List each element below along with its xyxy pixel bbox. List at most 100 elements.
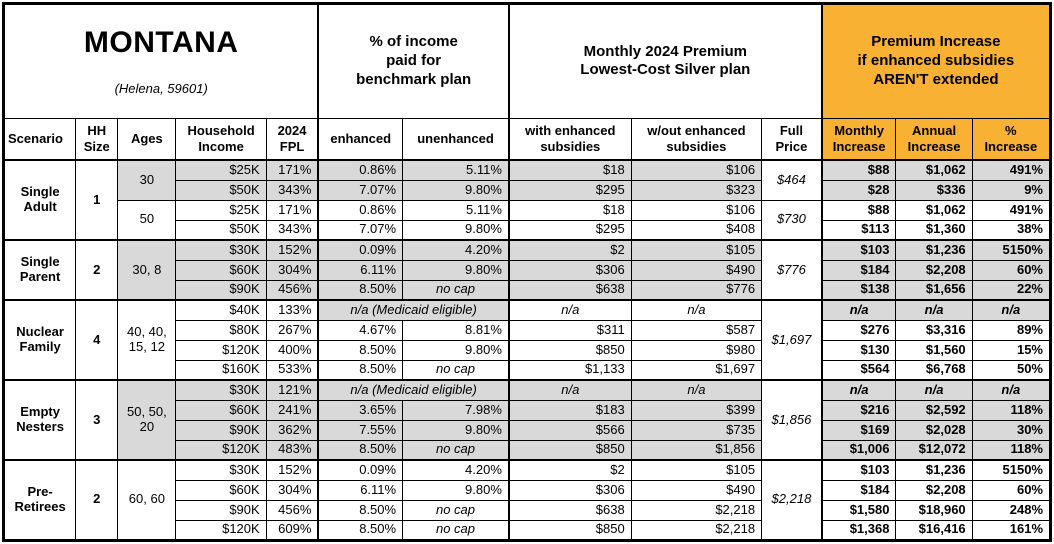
income-cell: $80K bbox=[175, 319, 267, 341]
data-row: $90K 362% 7.55% 9.80% $566 $735 $169 $2,028 30% bbox=[4, 419, 1052, 441]
scenario-cell: Pre-Retirees bbox=[2, 459, 77, 541]
enhanced-cell: 8.50% bbox=[317, 499, 404, 521]
without-subsidies-cell: $735 bbox=[630, 419, 763, 441]
hh-size-cell: 2 bbox=[75, 239, 119, 301]
with-subsidies-cell: $18 bbox=[507, 159, 632, 181]
column-header-row: Scenario HH Size Ages Household Income 2… bbox=[2, 117, 1052, 161]
scenario-cell: Single Parent bbox=[2, 239, 77, 301]
fpl-cell: 609% bbox=[265, 519, 319, 541]
without-subsidies-cell: $106 bbox=[630, 159, 763, 181]
enhanced-cell: 8.50% bbox=[317, 359, 404, 381]
monthly-increase-cell: $1,006 bbox=[820, 439, 897, 461]
monthly-increase-cell: $130 bbox=[820, 339, 897, 361]
income-cell: $90K bbox=[175, 279, 267, 301]
full-price-cell: $1,856 bbox=[761, 379, 823, 461]
annual-increase-cell: $2,208 bbox=[895, 259, 973, 281]
col-header-with-subsidies: with enhanced subsidies bbox=[507, 117, 632, 161]
fpl-cell: 533% bbox=[265, 359, 319, 381]
unenhanced-cell: 5.11% bbox=[402, 199, 510, 221]
monthly-increase-cell: $103 bbox=[820, 239, 897, 261]
unenhanced-cell: 4.20% bbox=[402, 459, 510, 481]
monthly-increase-cell: $276 bbox=[820, 319, 897, 341]
fpl-cell: 483% bbox=[265, 439, 319, 461]
without-subsidies-cell: n/a bbox=[630, 379, 763, 401]
monthly-increase-cell: $113 bbox=[820, 219, 897, 241]
enhanced-cell: 8.50% bbox=[317, 519, 404, 541]
without-subsidies-cell: $1,697 bbox=[630, 359, 763, 381]
data-row: $160K 533% 8.50% no cap $1,133 $1,697 $564 $6,7… bbox=[4, 359, 1052, 381]
enhanced-cell: 6.11% bbox=[317, 259, 404, 281]
unenhanced-cell: 9.80% bbox=[402, 419, 510, 441]
ages-cell: 60, 60 bbox=[117, 459, 177, 541]
with-subsidies-cell: $1,133 bbox=[507, 359, 632, 381]
table-body: Single Adult 1 30 $25K 171% 0.86% 5.11% $18 $106… bbox=[2, 159, 1052, 541]
pct-increase-cell: 248% bbox=[971, 499, 1052, 521]
ages-cell: 40, 40, 15, 12 bbox=[117, 299, 177, 381]
ages-cell: 50, 50, 20 bbox=[117, 379, 177, 461]
pct-increase-cell: 15% bbox=[971, 339, 1052, 361]
full-price-cell: $776 bbox=[761, 239, 823, 301]
income-cell: $25K bbox=[175, 199, 267, 221]
without-subsidies-cell: $490 bbox=[630, 479, 763, 501]
enhanced-cell: 7.07% bbox=[317, 179, 404, 201]
fpl-cell: 456% bbox=[265, 279, 319, 301]
monthly-increase-cell: $216 bbox=[820, 399, 897, 421]
monthly-increase-cell: $88 bbox=[820, 159, 897, 181]
without-subsidies-cell: $408 bbox=[630, 219, 763, 241]
data-row: Nuclear Family 4 40, 40, 15, 12 $40K 133% n/a… bbox=[2, 299, 1052, 381]
full-price-cell: $730 bbox=[761, 199, 823, 241]
enhanced-cell: 0.09% bbox=[317, 459, 404, 481]
pct-increase-cell: 50% bbox=[971, 359, 1052, 381]
without-subsidies-cell: $105 bbox=[630, 459, 763, 481]
monthly-increase-cell: $169 bbox=[820, 419, 897, 441]
monthly-increase-cell: $1,580 bbox=[820, 499, 897, 521]
annual-increase-cell: $3,316 bbox=[895, 319, 973, 341]
col-header-monthly-increase: Monthly Increase bbox=[820, 117, 897, 161]
with-subsidies-cell: $2 bbox=[507, 239, 632, 261]
col-header-unenhanced: unenhanced bbox=[402, 117, 510, 161]
with-subsidies-cell: $306 bbox=[507, 479, 632, 501]
pct-increase-cell: 9% bbox=[971, 179, 1052, 201]
unenhanced-cell: 9.80% bbox=[402, 179, 510, 201]
pct-increase-cell: n/a bbox=[971, 379, 1052, 401]
pct-increase-cell: 118% bbox=[971, 439, 1052, 461]
section-header-income-share: % of income paid for benchmark plan bbox=[317, 3, 510, 119]
unenhanced-cell: no cap bbox=[402, 499, 510, 521]
with-subsidies-cell: n/a bbox=[507, 379, 632, 401]
annual-increase-cell: $16,416 bbox=[895, 519, 973, 541]
enhanced-cell: 7.07% bbox=[317, 219, 404, 241]
section-header-row: MONTANA (Helena, 59601) % of income paid… bbox=[3, 3, 1051, 119]
without-subsidies-cell: $2,218 bbox=[630, 519, 763, 541]
with-subsidies-cell: $18 bbox=[507, 199, 632, 221]
enhanced-cell: 6.11% bbox=[317, 479, 404, 501]
enhanced-cell: 3.65% bbox=[317, 399, 404, 421]
pct-increase-cell: n/a bbox=[971, 299, 1052, 321]
fpl-cell: 152% bbox=[265, 239, 319, 261]
annual-increase-cell: $1,062 bbox=[895, 199, 973, 221]
unenhanced-cell: 9.80% bbox=[402, 479, 510, 501]
monthly-increase-cell: $28 bbox=[820, 179, 897, 201]
col-header-hh-size: HH Size bbox=[75, 117, 119, 161]
pct-increase-cell: 118% bbox=[971, 399, 1052, 421]
annual-increase-cell: $1,560 bbox=[895, 339, 973, 361]
fpl-cell: 400% bbox=[265, 339, 319, 361]
pct-increase-cell: 38% bbox=[971, 219, 1052, 241]
with-subsidies-cell: $850 bbox=[507, 519, 632, 541]
hh-size-cell: 4 bbox=[75, 299, 119, 381]
fpl-cell: 456% bbox=[265, 499, 319, 521]
ages-cell: 30, 8 bbox=[117, 239, 177, 301]
monthly-increase-cell: $184 bbox=[820, 259, 897, 281]
enhanced-cell: 8.50% bbox=[317, 439, 404, 461]
data-row: 50 $25K 171% 0.86% 5.11% $18 $106 $730 $88 $1,062… bbox=[4, 199, 1052, 241]
monthly-increase-cell: $564 bbox=[820, 359, 897, 381]
scenario-cell: Nuclear Family bbox=[2, 299, 77, 381]
pct-increase-cell: 5150% bbox=[971, 239, 1052, 261]
col-header-full-price: Full Price bbox=[761, 117, 823, 161]
with-subsidies-cell: $2 bbox=[507, 459, 632, 481]
income-cell: $120K bbox=[175, 339, 267, 361]
hh-size-cell: 3 bbox=[75, 379, 119, 461]
annual-increase-cell: n/a bbox=[895, 379, 973, 401]
col-header-pct-increase: % Increase bbox=[971, 117, 1052, 161]
income-cell: $25K bbox=[175, 159, 267, 181]
enhanced-cell: 8.50% bbox=[317, 339, 404, 361]
